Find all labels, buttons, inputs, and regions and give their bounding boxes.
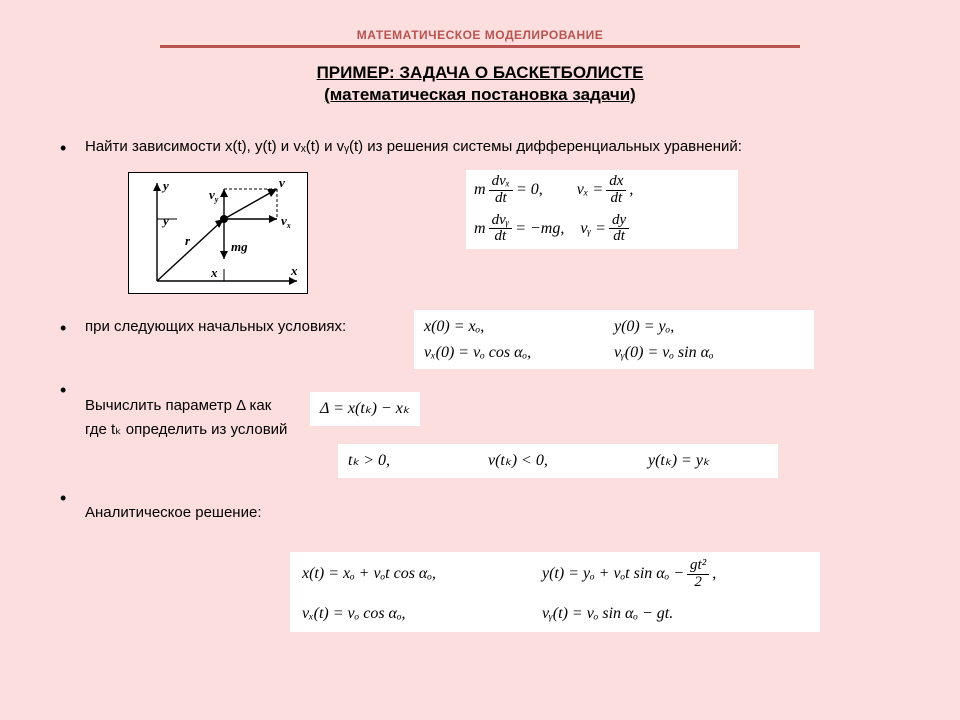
eq2-r1a: x(0) = xₒ, (424, 314, 614, 340)
eq1-r1-num: dvₓ (489, 174, 513, 191)
eq5-r1b-pre: y(t) = yₒ + vₒt sin αₒ − (542, 561, 684, 587)
eq1-r1-den2: dt (607, 191, 625, 207)
eq1-r2-num2: dy (609, 213, 629, 230)
eq1-r1-m: m (474, 177, 486, 203)
eq5-r1a: x(t) = xₒ + vₒt cos αₒ, (302, 561, 542, 587)
eq2-r2a: vₓ(0) = vₒ cos αₒ, (424, 340, 614, 366)
eq-initial-conditions: x(0) = xₒ, y(0) = yₒ, vₓ(0) = vₒ cos αₒ,… (414, 310, 814, 369)
bullet-3a-text: Вычислить параметр Δ как (85, 397, 271, 414)
eq-analytical-solution: x(t) = xₒ + vₒt cos αₒ, y(t) = yₒ + vₒt … (290, 552, 820, 632)
eq1-r1-eq0: = 0, (516, 177, 543, 203)
eq5-r1b-end: , (712, 561, 716, 587)
eq1-r2-m: m (474, 216, 486, 242)
eq-delta: Δ = x(tₖ) − xₖ (310, 392, 420, 426)
eq4-b: v(tₖ) < 0, (488, 448, 648, 474)
diag-label-yaxis: y (161, 178, 169, 193)
bullet-1-text: Найти зависимости x(t), y(t) и vₓ(t) и v… (85, 138, 742, 155)
eq5-r1b-den: 2 (691, 575, 705, 591)
bullet-3b-text: где tₖ определить из условий (85, 420, 287, 438)
diag-label-x: x (210, 265, 218, 280)
diag-label-v: v (279, 175, 285, 190)
diag-label-vx: vx (281, 213, 291, 230)
eq3-text: Δ = x(tₖ) − xₖ (320, 400, 410, 417)
eq1-r2-den: dt (492, 229, 510, 245)
eq-tk-conditions: tₖ > 0, v(tₖ) < 0, y(tₖ) = yₖ (338, 444, 778, 478)
eq4-a: tₖ > 0, (348, 448, 488, 474)
eq1-r1-vx: vₓ = (577, 177, 603, 203)
eq1-r2-den2: dt (610, 229, 628, 245)
eq-system: m dvₓdt = 0, vₓ = dxdt , m dvᵧdt = −mg, … (466, 170, 738, 249)
diag-label-y: y (161, 213, 169, 228)
title-line2: (математическая постановка задачи) (324, 85, 636, 104)
eq5-r2b: vᵧ(t) = vₒ sin αₒ − gt. (542, 601, 673, 627)
bullet-2-text: при следующих начальных условиях: (85, 318, 346, 335)
diag-label-r: r (185, 233, 191, 248)
eq1-r1-den: dt (492, 191, 510, 207)
eq5-r1b-num: gt² (687, 558, 709, 575)
eq5-r2a: vₓ(t) = vₒ cos αₒ, (302, 601, 542, 627)
bullet-2-marker: • (60, 318, 66, 339)
eq1-r1-num2: dx (606, 174, 626, 191)
eq1-r2-eqmg: = −mg, (515, 216, 564, 242)
eq1-r2-num: dvᵧ (489, 213, 513, 230)
bullet-1-marker: • (60, 138, 66, 159)
eq1-r1-end: , (629, 177, 633, 203)
diag-label-vy: vy (209, 187, 219, 204)
eq2-r1b: y(0) = yₒ, (614, 314, 674, 340)
projectile-diagram: y x v vy vx r mg y x (128, 172, 308, 294)
header-label: МАТЕМАТИЧЕСКОЕ МОДЕЛИРОВАНИЕ (0, 28, 960, 42)
eq2-r2b: vᵧ(0) = vₒ sin αₒ (614, 340, 714, 366)
eq1-r2-vy: vᵧ = (580, 216, 606, 242)
eq4-c: y(tₖ) = yₖ (648, 448, 710, 474)
bullet-4-text: Аналитическое решение: (85, 504, 261, 521)
title-line1: ПРИМЕР: ЗАДАЧА О БАСКЕТБОЛИСТЕ (317, 63, 644, 82)
bullet-3-marker: • (60, 380, 66, 401)
page-title: ПРИМЕР: ЗАДАЧА О БАСКЕТБОЛИСТЕ (математи… (0, 62, 960, 106)
bullet-4-marker: • (60, 488, 66, 509)
header-rule (160, 45, 800, 48)
diag-label-xaxis: x (290, 263, 298, 278)
diag-label-mg: mg (231, 239, 248, 254)
